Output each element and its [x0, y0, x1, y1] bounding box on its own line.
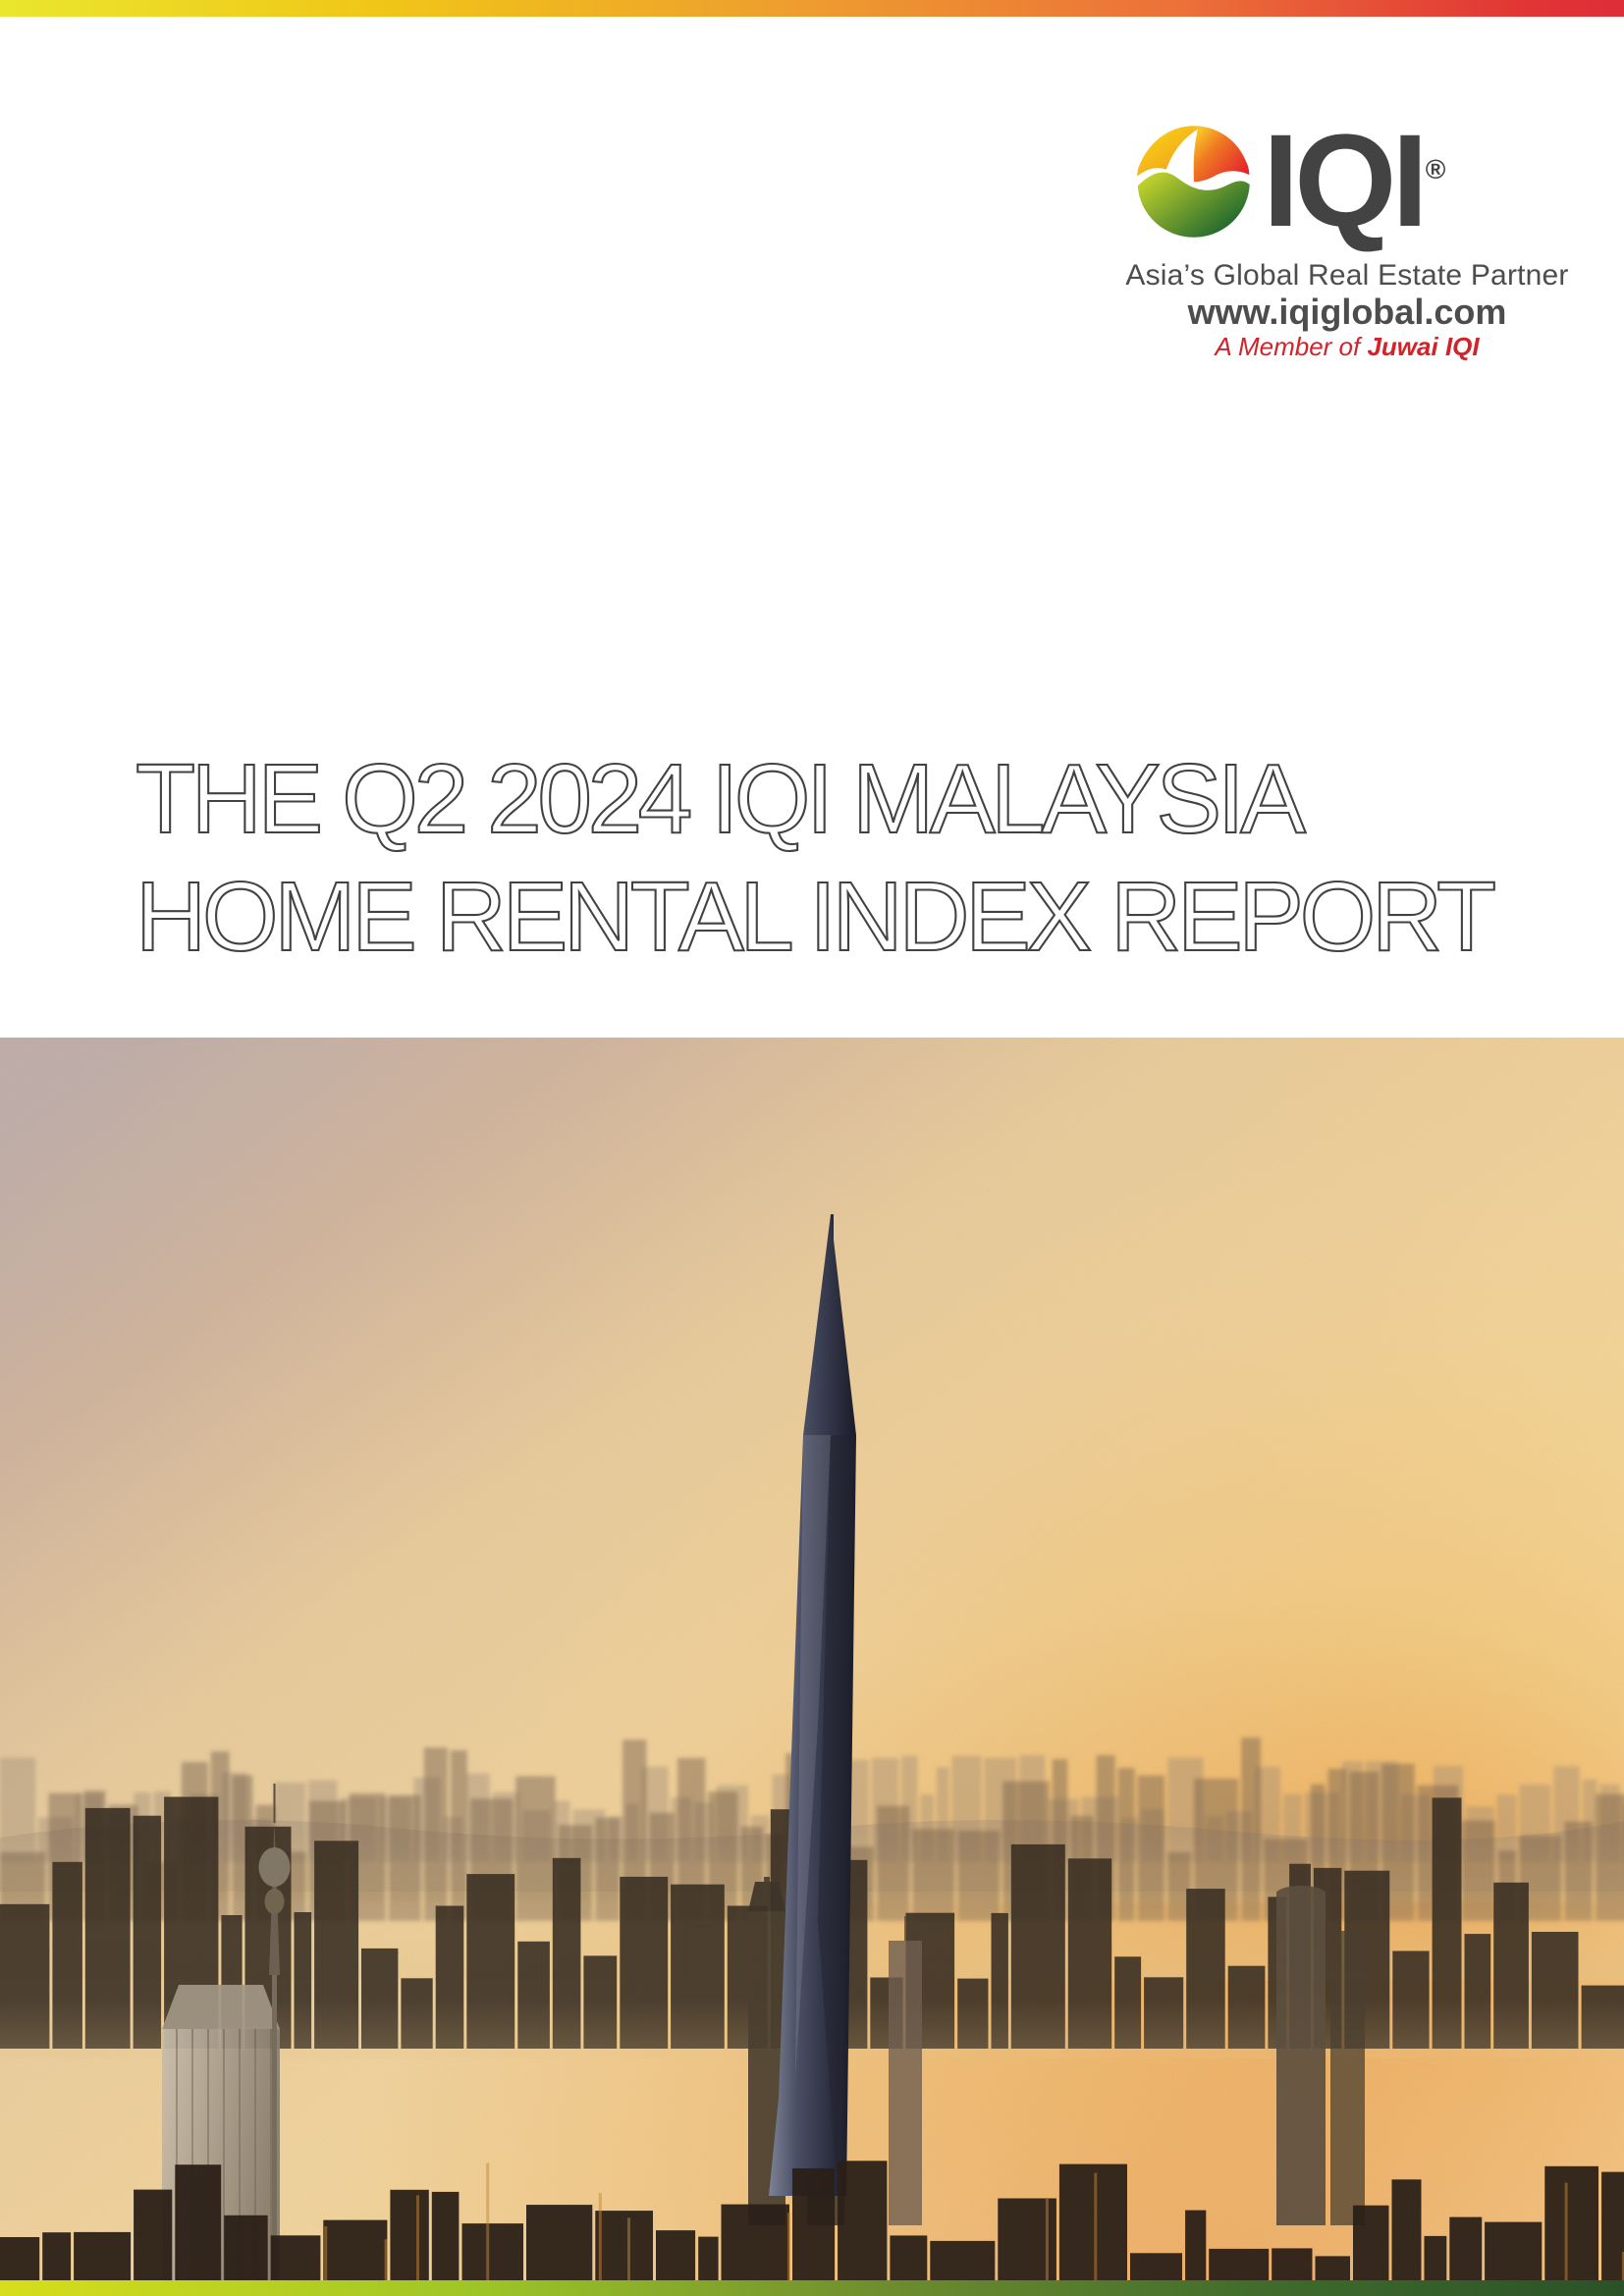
svg-text:HOME RENTAL INDEX REPORT: HOME RENTAL INDEX REPORT	[135, 862, 1494, 968]
svg-text:THE Q2 2024 IQI MALAYSIA: THE Q2 2024 IQI MALAYSIA	[135, 744, 1306, 854]
